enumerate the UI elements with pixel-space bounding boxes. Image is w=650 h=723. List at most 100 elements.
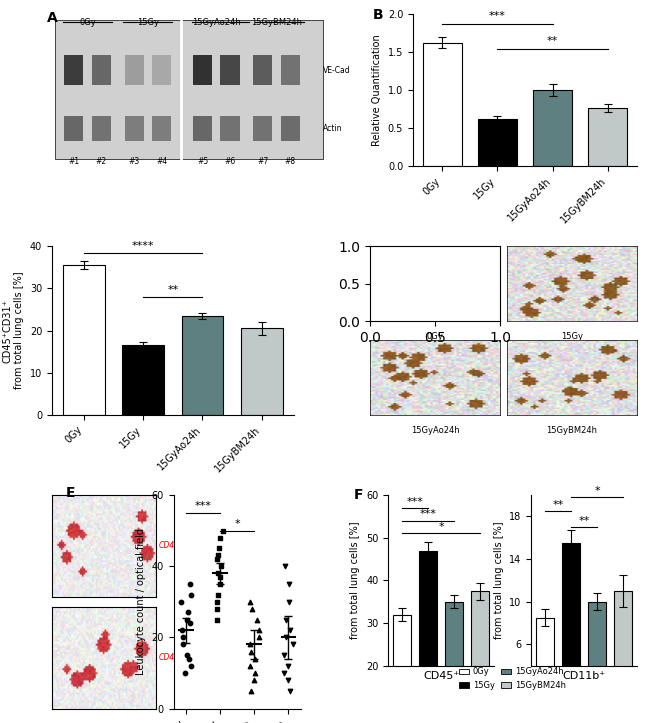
Text: #3: #3 <box>129 157 140 166</box>
Point <box>182 614 192 625</box>
Text: 0Gy: 0Gy <box>426 333 443 341</box>
FancyBboxPatch shape <box>254 116 272 141</box>
Bar <box>471 591 489 723</box>
Point <box>177 638 188 650</box>
Bar <box>614 591 632 709</box>
Point <box>283 596 294 607</box>
Point <box>250 667 261 679</box>
Point <box>281 614 292 625</box>
Text: #1: #1 <box>68 157 79 166</box>
Point <box>176 596 187 607</box>
FancyBboxPatch shape <box>220 55 240 85</box>
FancyBboxPatch shape <box>125 55 144 85</box>
Text: 15Gy: 15Gy <box>561 333 583 341</box>
Point <box>252 614 263 625</box>
Point <box>246 685 256 696</box>
Point <box>214 571 225 583</box>
Bar <box>562 543 580 709</box>
FancyBboxPatch shape <box>254 55 272 85</box>
FancyBboxPatch shape <box>152 55 171 85</box>
Text: #8: #8 <box>285 157 296 166</box>
Text: ****: **** <box>132 241 155 251</box>
Text: **: ** <box>578 516 590 526</box>
Text: E: E <box>65 487 75 500</box>
FancyBboxPatch shape <box>152 116 171 141</box>
Point <box>214 542 224 554</box>
Point <box>244 638 255 650</box>
Bar <box>419 550 437 723</box>
Text: VE-Cad: VE-Cad <box>323 66 351 74</box>
Point <box>280 667 290 679</box>
Bar <box>588 602 606 709</box>
Point <box>254 625 265 636</box>
Point <box>247 603 257 615</box>
Text: *: * <box>438 522 444 532</box>
Text: ***: *** <box>195 501 212 511</box>
Text: 15GyAo24h: 15GyAo24h <box>411 426 460 435</box>
Text: CD45: CD45 <box>159 542 179 550</box>
Point <box>283 578 294 590</box>
Text: #7: #7 <box>257 157 268 166</box>
Text: **: ** <box>167 285 179 295</box>
Y-axis label: Relative Quantification: Relative Quantification <box>372 35 382 146</box>
Point <box>283 660 294 672</box>
Text: B: B <box>372 9 384 22</box>
Point <box>213 589 224 600</box>
Text: D: D <box>357 239 368 254</box>
FancyBboxPatch shape <box>64 116 83 141</box>
Point <box>281 632 291 643</box>
Bar <box>423 43 462 166</box>
Text: 15GyBM24h: 15GyBM24h <box>251 18 302 27</box>
Y-axis label: CD45⁺CD31⁺
from total lung cells [%]: CD45⁺CD31⁺ from total lung cells [%] <box>3 272 24 390</box>
Text: #4: #4 <box>156 157 167 166</box>
Text: 15GyBM24h: 15GyBM24h <box>547 426 597 435</box>
FancyBboxPatch shape <box>55 20 323 158</box>
Bar <box>478 119 517 166</box>
Point <box>186 660 196 672</box>
Text: F: F <box>354 488 363 502</box>
Point <box>287 638 298 650</box>
Bar <box>241 328 283 415</box>
Point <box>285 625 295 636</box>
X-axis label: CD45⁺: CD45⁺ <box>423 672 459 681</box>
FancyBboxPatch shape <box>193 116 212 141</box>
FancyBboxPatch shape <box>281 55 300 85</box>
Point <box>213 568 224 579</box>
Y-axis label: Leukocyte count / optical field: Leukocyte count / optical field <box>136 529 146 675</box>
Point <box>254 632 264 643</box>
Point <box>244 660 255 672</box>
Text: CD45: CD45 <box>159 653 179 662</box>
Text: *: * <box>594 486 600 496</box>
Legend: 0Gy, 15Gy, 15GyAo24h, 15GyBM24h: 0Gy, 15Gy, 15GyAo24h, 15GyBM24h <box>456 664 569 693</box>
Point <box>280 560 291 572</box>
Point <box>177 632 188 643</box>
FancyBboxPatch shape <box>64 55 83 85</box>
Point <box>185 617 195 629</box>
Point <box>245 596 255 607</box>
Text: A: A <box>47 12 57 25</box>
Bar <box>182 316 224 415</box>
X-axis label: CD11b⁺: CD11b⁺ <box>562 672 606 681</box>
Y-axis label: from total lung cells [%]: from total lung cells [%] <box>493 521 504 639</box>
Point <box>250 653 261 664</box>
Text: *: * <box>235 519 240 529</box>
Bar <box>445 602 463 723</box>
Text: **: ** <box>552 500 564 510</box>
Point <box>176 625 187 636</box>
FancyBboxPatch shape <box>92 55 111 85</box>
Point <box>212 596 222 607</box>
FancyBboxPatch shape <box>125 116 144 141</box>
Text: #6: #6 <box>224 157 235 166</box>
Bar <box>393 615 411 723</box>
FancyBboxPatch shape <box>92 116 111 141</box>
Point <box>183 607 194 618</box>
Point <box>183 653 194 664</box>
Point <box>179 667 190 679</box>
Text: #2: #2 <box>96 157 107 166</box>
Text: 15GyAo24h: 15GyAo24h <box>192 18 240 27</box>
Y-axis label: from total lung cells [%]: from total lung cells [%] <box>350 521 360 639</box>
Point <box>216 560 227 572</box>
Point <box>212 603 222 615</box>
Text: **: ** <box>547 36 558 46</box>
Text: ***: *** <box>489 12 506 21</box>
